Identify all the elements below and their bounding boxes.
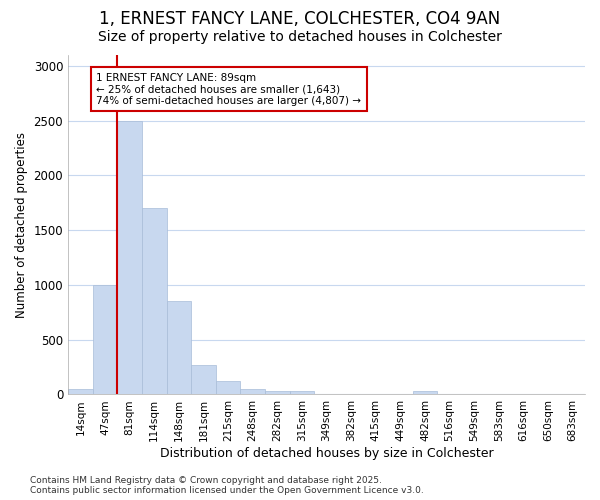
Text: 1, ERNEST FANCY LANE, COLCHESTER, CO4 9AN: 1, ERNEST FANCY LANE, COLCHESTER, CO4 9A… (100, 10, 500, 28)
Text: Size of property relative to detached houses in Colchester: Size of property relative to detached ho… (98, 30, 502, 44)
Y-axis label: Number of detached properties: Number of detached properties (15, 132, 28, 318)
Bar (142, 208, 167, 394)
X-axis label: Distribution of detached houses by size in Colchester: Distribution of detached houses by size … (160, 447, 493, 460)
Bar (68, 389, 92, 394)
Bar (290, 391, 314, 394)
Bar (117, 120, 142, 394)
Text: Contains HM Land Registry data © Crown copyright and database right 2025.
Contai: Contains HM Land Registry data © Crown c… (30, 476, 424, 495)
Bar (167, 302, 191, 394)
Bar (265, 391, 290, 394)
Bar (413, 391, 437, 394)
Bar (191, 365, 216, 394)
Text: 1 ERNEST FANCY LANE: 89sqm
← 25% of detached houses are smaller (1,643)
74% of s: 1 ERNEST FANCY LANE: 89sqm ← 25% of deta… (97, 72, 361, 106)
Bar (241, 389, 265, 394)
Bar (216, 382, 241, 394)
Bar (92, 285, 117, 395)
